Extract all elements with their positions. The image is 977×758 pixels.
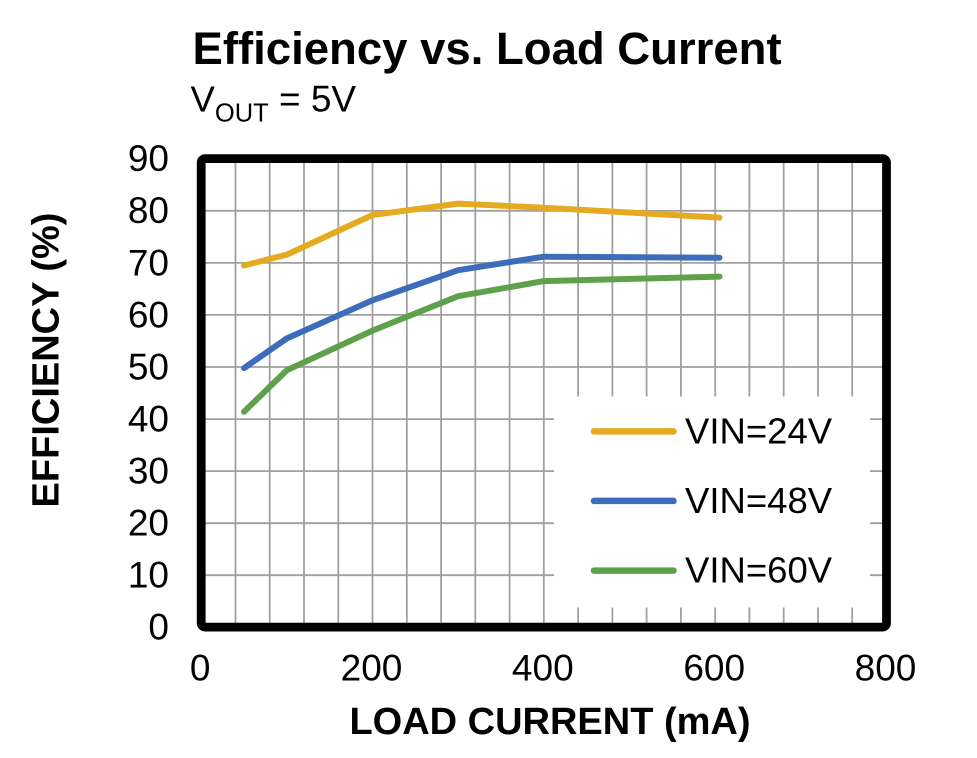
svg-text:40: 40 [128, 399, 169, 440]
svg-text:0: 0 [190, 647, 211, 688]
svg-text:600: 600 [683, 647, 745, 688]
svg-text:50: 50 [128, 346, 169, 387]
svg-text:0: 0 [148, 607, 169, 648]
svg-text:VIN=48V: VIN=48V [685, 480, 833, 521]
svg-text:60: 60 [128, 294, 169, 335]
svg-text:VIN=60V: VIN=60V [685, 550, 833, 591]
svg-text:Efficiency vs. Load Current: Efficiency vs. Load Current [193, 23, 782, 74]
svg-text:90: 90 [128, 138, 169, 179]
svg-text:70: 70 [128, 242, 169, 283]
svg-text:VIN=24V: VIN=24V [685, 411, 833, 452]
svg-text:10: 10 [128, 555, 169, 596]
svg-text:20: 20 [128, 503, 169, 544]
svg-text:LOAD CURRENT (mA): LOAD CURRENT (mA) [349, 701, 750, 743]
svg-text:80: 80 [128, 190, 169, 231]
svg-text:EFFICIENCY (%): EFFICIENCY (%) [26, 213, 68, 508]
svg-text:200: 200 [341, 647, 403, 688]
svg-text:400: 400 [512, 647, 574, 688]
svg-text:30: 30 [128, 451, 169, 492]
svg-text:800: 800 [855, 647, 917, 688]
